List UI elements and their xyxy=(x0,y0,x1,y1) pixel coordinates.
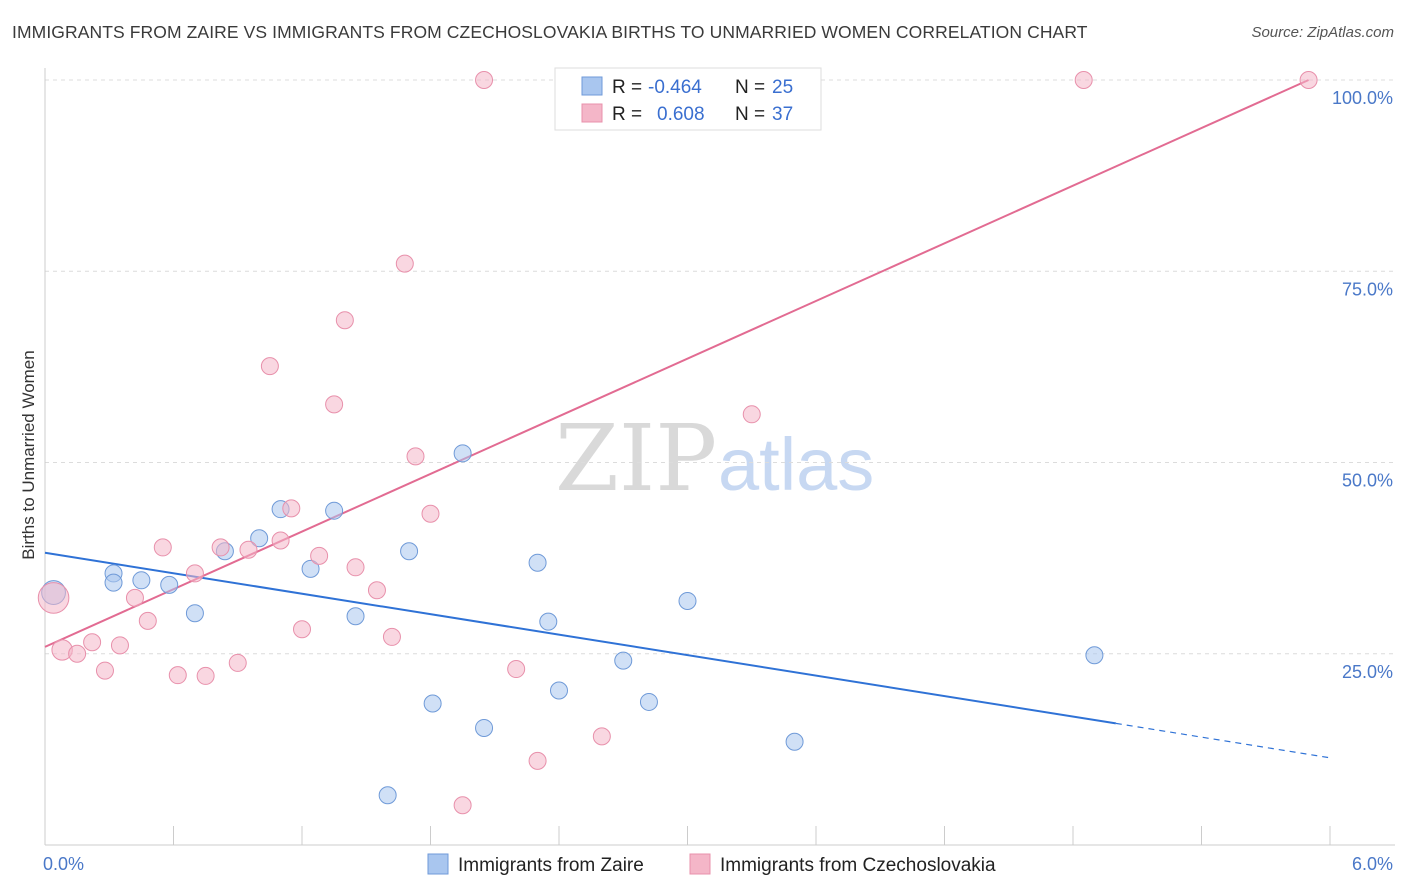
point-series-1 xyxy=(125,588,144,607)
point-series-1 xyxy=(346,558,365,577)
y-axis-label: Births to Unmarried Women xyxy=(19,350,38,559)
point-series-0 xyxy=(678,591,697,610)
x-tick-label-min: 0.0% xyxy=(43,854,84,874)
point-series-1 xyxy=(453,796,472,815)
x-tick-label-max: 6.0% xyxy=(1352,854,1393,874)
point-series-1 xyxy=(528,751,547,770)
point-series-1 xyxy=(507,660,526,679)
y-tick-label: 100.0% xyxy=(1332,88,1393,108)
point-series-1 xyxy=(367,581,386,600)
legend-r-label-zaire: R = xyxy=(612,77,642,98)
point-series-0 xyxy=(528,553,547,572)
point-series-0 xyxy=(160,575,179,594)
legend-swatch-zaire xyxy=(581,76,603,96)
point-series-0 xyxy=(475,718,494,737)
series-legend: Immigrants from Zaire Immigrants from Cz… xyxy=(427,853,996,876)
legend-r-value-zaire: -0.464 xyxy=(648,77,702,98)
bottom-legend-label-zaire: Immigrants from Zaire xyxy=(458,855,644,876)
y-tick-label: 50.0% xyxy=(1342,471,1393,491)
bottom-legend-label-czech: Immigrants from Czechoslovakia xyxy=(720,855,996,876)
point-series-1 xyxy=(95,661,114,680)
point-series-1 xyxy=(475,71,494,89)
legend-swatch-czech xyxy=(581,103,603,123)
point-series-1 xyxy=(168,666,187,685)
legend-r-label-czech: R = xyxy=(612,104,642,125)
point-series-1 xyxy=(406,447,425,466)
point-series-1 xyxy=(83,633,102,652)
bottom-legend-swatch-zaire xyxy=(427,853,449,875)
legend-n-value-czech: 37 xyxy=(772,104,793,125)
point-series-1 xyxy=(1074,71,1093,89)
point-series-0 xyxy=(132,571,151,590)
point-series-1 xyxy=(260,357,279,376)
point-series-1 xyxy=(1299,71,1318,89)
legend-n-label-czech: N = xyxy=(735,104,765,125)
legend-n-value-zaire: 25 xyxy=(772,77,793,98)
correlation-legend: R = -0.464 N = 25 R = 0.608 N = 37 xyxy=(554,67,822,131)
point-series-0 xyxy=(639,692,658,711)
point-series-1 xyxy=(310,546,329,565)
point-series-0 xyxy=(346,607,365,626)
point-series-0 xyxy=(1085,646,1104,665)
y-tick-label: 25.0% xyxy=(1342,662,1393,682)
watermark-atlas: atlas xyxy=(718,423,874,506)
point-series-1 xyxy=(153,538,172,557)
legend-n-label-zaire: N = xyxy=(735,77,765,98)
point-series-1 xyxy=(325,395,344,414)
point-series-0 xyxy=(104,573,123,592)
point-series-0 xyxy=(378,786,397,805)
point-series-0 xyxy=(453,444,472,463)
y-tick-label: 75.0% xyxy=(1342,279,1393,299)
bottom-legend-swatch-czech xyxy=(689,853,711,875)
point-series-0 xyxy=(550,681,568,700)
point-series-0 xyxy=(325,501,344,520)
point-series-1 xyxy=(395,254,414,273)
point-series-0 xyxy=(400,542,419,561)
point-series-1 xyxy=(110,636,129,655)
point-series-1 xyxy=(335,311,354,330)
source-label: Source: ZipAtlas.com xyxy=(1251,24,1394,41)
trend-line-extension-0 xyxy=(1115,722,1331,759)
point-series-1 xyxy=(239,540,258,559)
grid-lines xyxy=(45,79,1395,655)
watermark-zip: ZIP xyxy=(555,405,717,512)
point-series-0 xyxy=(423,694,442,713)
point-series-0 xyxy=(539,612,558,631)
point-series-1 xyxy=(742,405,761,424)
trend-line-0 xyxy=(44,551,1116,725)
point-series-1 xyxy=(228,653,247,672)
point-series-0 xyxy=(301,559,320,578)
legend-r-value-czech: 0.608 xyxy=(657,104,705,125)
point-series-1 xyxy=(293,620,311,639)
point-series-1 xyxy=(211,538,230,557)
point-series-0 xyxy=(785,732,804,751)
point-series-1 xyxy=(196,666,215,685)
chart-title: IMMIGRANTS FROM ZAIRE VS IMMIGRANTS FROM… xyxy=(12,22,1088,42)
axes: 25.0% 50.0% 75.0% 100.0% 0.0% 6.0% xyxy=(43,68,1395,874)
point-series-0 xyxy=(250,529,269,548)
point-series-1 xyxy=(421,504,440,523)
point-series-1 xyxy=(282,499,301,518)
point-series-1 xyxy=(592,727,611,746)
point-series-1 xyxy=(68,644,87,663)
point-series-1 xyxy=(185,564,204,583)
trend-line-1 xyxy=(44,79,1309,648)
point-series-0 xyxy=(185,604,204,623)
data-points xyxy=(37,71,1318,815)
point-series-1 xyxy=(37,582,70,614)
point-series-0 xyxy=(614,651,633,670)
point-series-1 xyxy=(382,627,401,646)
point-series-1 xyxy=(138,611,157,630)
point-series-1 xyxy=(271,531,290,550)
